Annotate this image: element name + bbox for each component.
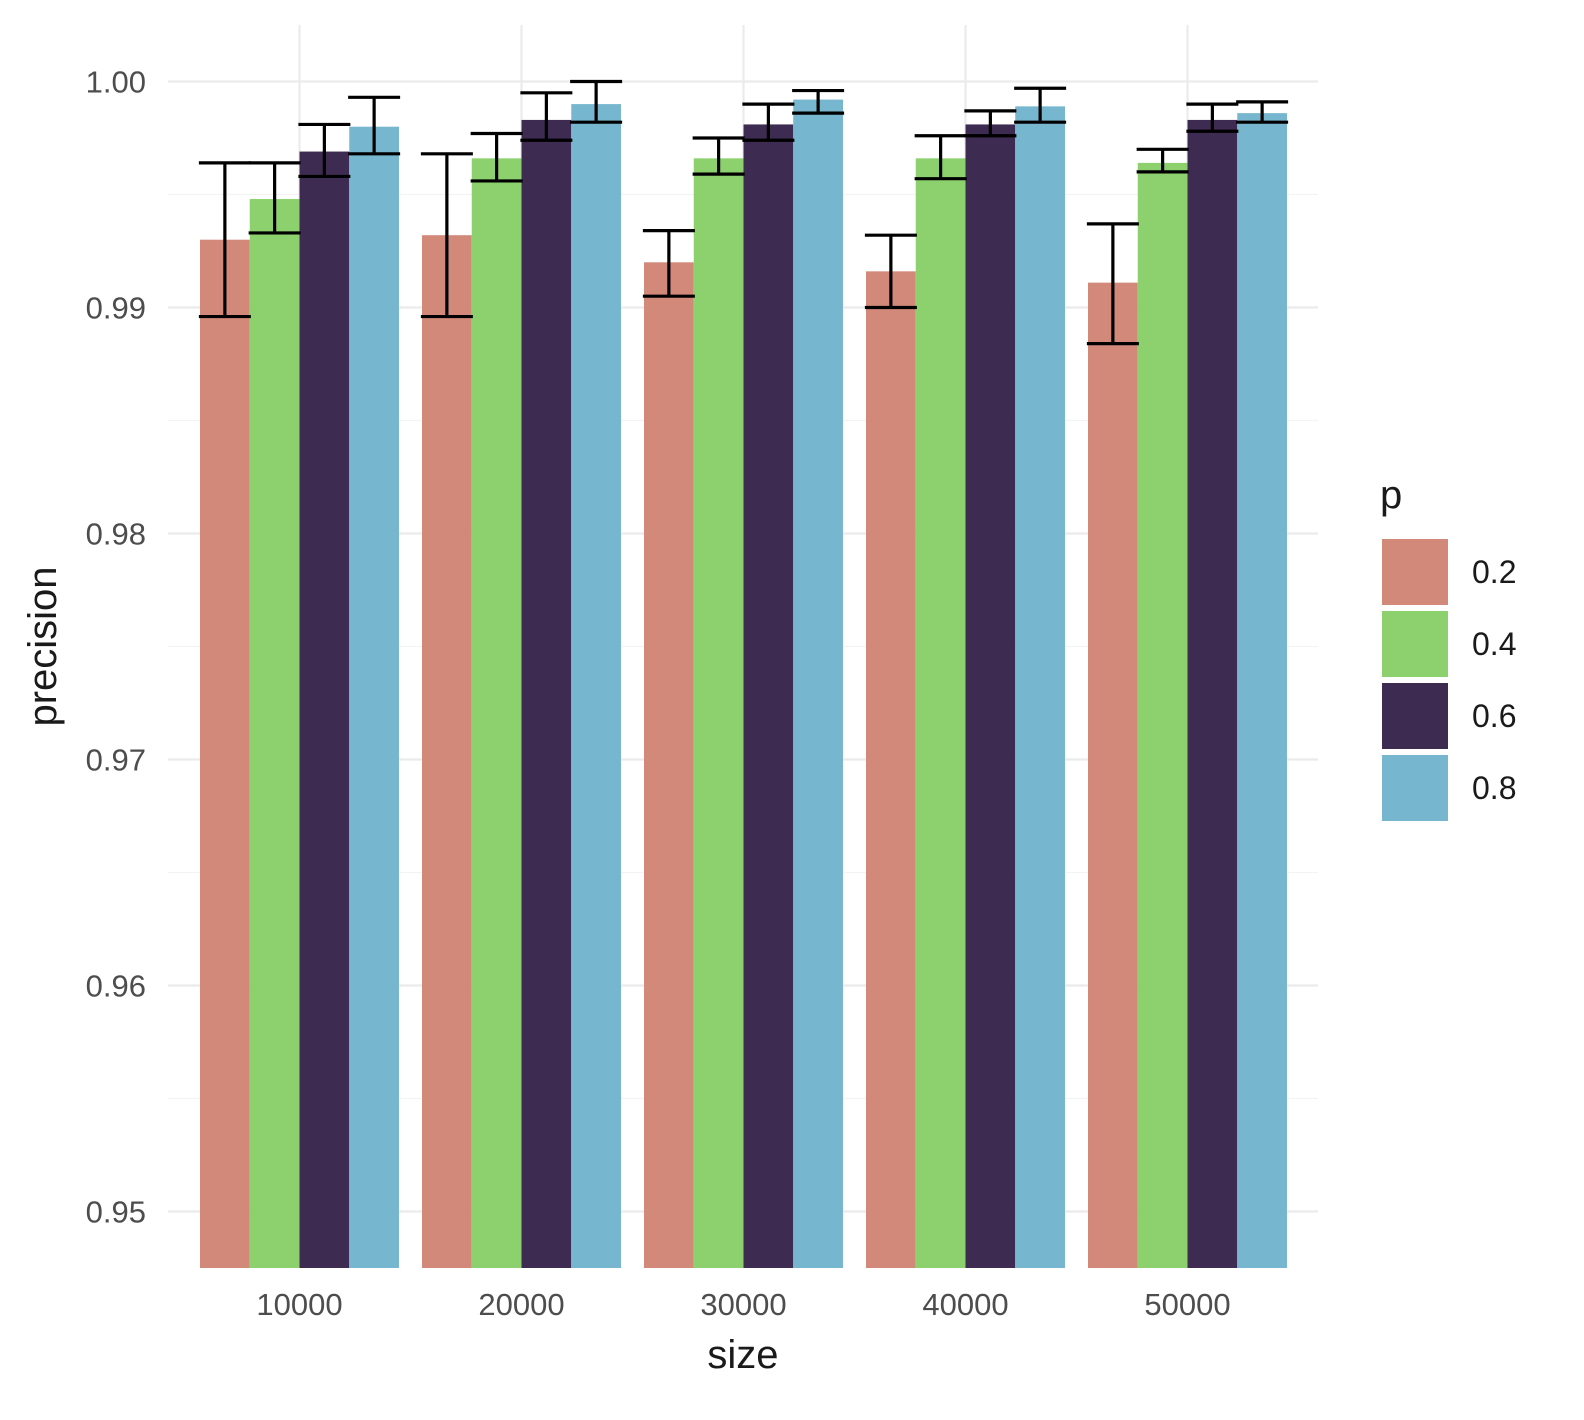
- x-tick-label: 40000: [922, 1287, 1008, 1322]
- y-tick-label: 0.95: [86, 1195, 146, 1230]
- bar: [1088, 282, 1138, 1268]
- y-tick-label: 1.00: [86, 65, 146, 100]
- error-bar: [298, 122, 351, 179]
- x-tick-label: 20000: [478, 1287, 564, 1322]
- x-tick-label: 30000: [700, 1287, 786, 1322]
- legend-key: [1382, 611, 1448, 677]
- x-tick-label: 10000: [256, 1287, 342, 1322]
- bar: [965, 124, 1016, 1269]
- legend-item: 0.8: [1382, 755, 1516, 821]
- bar: [1015, 106, 1065, 1269]
- y-tick-label: 0.98: [86, 517, 146, 552]
- bar: [1187, 119, 1238, 1268]
- error-bar: [248, 161, 301, 235]
- error-bar: [470, 131, 523, 183]
- y-tick-label: 0.97: [86, 743, 146, 778]
- legend-key: [1382, 683, 1448, 749]
- error-bar: [914, 134, 967, 181]
- bar: [249, 199, 300, 1268]
- error-bar: [742, 102, 795, 142]
- bar: [299, 151, 350, 1268]
- legend-label: 0.4: [1472, 626, 1516, 662]
- bar: [1137, 162, 1188, 1269]
- legend: p 0.2 0.4 0.6 0.8: [1380, 473, 1516, 821]
- legend-item: 0.6: [1382, 683, 1516, 749]
- error-bar: [198, 161, 251, 319]
- y-tick-label: 0.96: [86, 969, 146, 1004]
- error-bar: [570, 79, 623, 124]
- x-axis-title: size: [707, 1333, 778, 1377]
- bar: [693, 158, 744, 1269]
- error-bar: [642, 229, 695, 298]
- bar: [200, 239, 250, 1269]
- legend-title: p: [1380, 473, 1402, 517]
- legend-item: 0.2: [1382, 539, 1516, 605]
- bar: [521, 119, 572, 1268]
- bar: [349, 126, 399, 1269]
- error-bar: [792, 88, 845, 115]
- error-bar: [1086, 222, 1139, 346]
- error-bar: [964, 109, 1017, 138]
- x-tick-label: 50000: [1144, 1287, 1230, 1322]
- legend-label: 0.2: [1472, 554, 1516, 590]
- legend-key: [1382, 539, 1448, 605]
- error-bar: [692, 136, 745, 176]
- bar: [915, 158, 966, 1269]
- bar: [644, 262, 694, 1268]
- axes: 0.95 0.96 0.97 0.98 0.99 1.00 10000 20000 30000 4…: [86, 65, 1231, 1323]
- y-axis-title: precision: [21, 566, 65, 726]
- bar: [471, 158, 522, 1269]
- error-bar: [1136, 147, 1189, 174]
- error-bars: [198, 79, 1289, 346]
- error-bar: [864, 233, 917, 310]
- bar: [571, 104, 621, 1269]
- legend-item: 0.4: [1382, 611, 1516, 677]
- legend-label: 0.8: [1472, 770, 1516, 806]
- y-tick-label: 0.99: [86, 291, 146, 326]
- bar: [1237, 113, 1287, 1268]
- legend-label: 0.6: [1472, 698, 1516, 734]
- bar: [422, 235, 472, 1269]
- error-bar: [420, 152, 473, 319]
- bar: [866, 271, 916, 1269]
- error-bar: [520, 91, 573, 142]
- error-bar: [1186, 102, 1239, 133]
- error-bar: [1236, 100, 1289, 124]
- error-bar: [1014, 86, 1067, 124]
- bar: [793, 99, 843, 1269]
- legend-key: [1382, 755, 1448, 821]
- bars: [200, 99, 1287, 1269]
- error-bar: [348, 95, 401, 156]
- bar: [743, 124, 794, 1269]
